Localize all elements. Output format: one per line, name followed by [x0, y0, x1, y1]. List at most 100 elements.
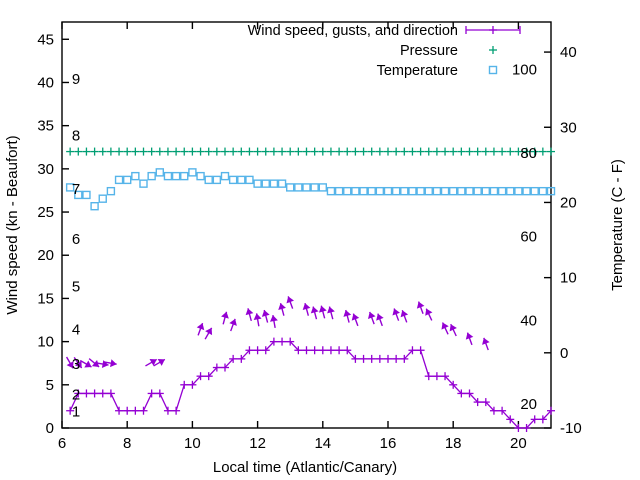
data-marker [546, 186, 556, 196]
fahrenheit-label: 80 [520, 145, 537, 162]
x-tick-label: 14 [314, 435, 331, 452]
legend-entry[interactable]: Temperature [377, 63, 498, 79]
beaufort-label: 2 [72, 386, 80, 403]
series-layer [65, 147, 556, 432]
data-marker [497, 186, 507, 196]
data-marker [65, 183, 75, 192]
data-marker [522, 186, 531, 196]
wind-arrow [351, 313, 360, 327]
wind-arrow [416, 301, 425, 315]
data-marker [334, 186, 344, 196]
beaufort-label: 8 [72, 127, 80, 144]
beaufort-label: 9 [72, 71, 80, 88]
data-marker [432, 186, 442, 196]
series-line-with-crosses [66, 337, 555, 432]
wind-arrow [88, 358, 100, 368]
y-tick-label: 25 [37, 204, 54, 221]
data-marker [449, 186, 458, 196]
fahrenheit-label: 100 [512, 62, 537, 79]
y-tick-label: 20 [37, 247, 54, 264]
fahrenheit-label: 20 [520, 396, 537, 413]
data-marker [318, 183, 327, 192]
data-marker [74, 190, 83, 200]
data-marker [343, 186, 352, 196]
x-tick-label: 10 [184, 435, 201, 452]
wind-arrow [278, 302, 286, 316]
data-marker [212, 175, 222, 185]
data-marker [514, 186, 523, 196]
wind-arrow [310, 306, 319, 320]
wind-arrow [245, 308, 254, 322]
legend-entry[interactable]: Pressure [400, 43, 497, 59]
x-tick-label: 18 [445, 435, 462, 452]
legend-entry[interactable]: Wind speed, gusts, and direction [248, 23, 521, 39]
legend-label: Pressure [400, 43, 458, 59]
data-marker [277, 179, 287, 188]
beaufort-label: 5 [72, 278, 80, 295]
wind-arrow [367, 311, 376, 325]
x-tick-label: 12 [249, 435, 266, 452]
y2-tick-label: 40 [560, 44, 577, 61]
fahrenheit-label: 60 [520, 229, 537, 246]
y-axis-title: Wind speed (kn - Beaufort) [4, 135, 21, 314]
data-marker [237, 175, 246, 185]
data-marker [139, 179, 148, 188]
data-marker [440, 186, 450, 196]
beaufort-label: 6 [72, 231, 80, 248]
data-marker [253, 179, 262, 188]
data-marker [408, 186, 417, 196]
fahrenheit-label: 40 [520, 313, 537, 330]
data-marker [261, 179, 270, 188]
y2-tick-label: 10 [560, 270, 577, 287]
wind-arrow [153, 358, 166, 367]
y-tick-label: 45 [37, 31, 54, 48]
data-marker [204, 175, 213, 185]
data-marker [489, 186, 499, 196]
series-square-markers [65, 168, 556, 211]
wind-arrow [229, 318, 237, 332]
data-marker [163, 171, 173, 181]
data-marker [220, 171, 230, 181]
wind-arrow [482, 337, 490, 351]
y-tick-label: 15 [37, 290, 54, 307]
wind-arrow [327, 306, 335, 320]
wind-arrow [204, 327, 213, 340]
data-marker [131, 171, 140, 181]
data-marker [122, 175, 132, 185]
x-tick-label: 20 [510, 435, 527, 452]
data-marker [310, 183, 319, 192]
wind-arrow [103, 359, 117, 368]
y-tick-label: 40 [37, 74, 54, 91]
data-marker [98, 194, 107, 203]
data-marker [383, 186, 393, 196]
axes-layer [61, 21, 552, 429]
data-marker [400, 186, 409, 196]
wind-arrow [441, 322, 449, 335]
wind-arrow [376, 313, 384, 327]
data-marker [294, 183, 303, 192]
wind-arrow [79, 359, 92, 368]
data-marker [188, 168, 197, 177]
chart-legend: Wind speed, gusts, and direction Pressure… [248, 23, 521, 79]
data-marker [171, 171, 181, 181]
y-tick-label: 0 [46, 420, 54, 437]
beaufort-label: 3 [72, 356, 80, 373]
wind-arrow [253, 313, 262, 327]
wind-arrow [196, 322, 205, 336]
data-marker [375, 186, 385, 196]
y-tick-label: 35 [37, 118, 54, 135]
beaufort-label: 4 [72, 322, 80, 339]
x-axis-title: Local time (Atlantic/Canary) [213, 459, 397, 476]
data-marker [465, 186, 474, 196]
wind-arrow [465, 332, 474, 346]
wind-arrow [269, 315, 278, 329]
wind-speed-line [69, 340, 552, 429]
data-marker [359, 186, 368, 196]
data-marker [114, 175, 124, 185]
wind-arrow [286, 296, 295, 309]
x-tick-label: 6 [58, 435, 66, 452]
data-marker [481, 186, 490, 196]
wind-arrow [65, 356, 74, 369]
